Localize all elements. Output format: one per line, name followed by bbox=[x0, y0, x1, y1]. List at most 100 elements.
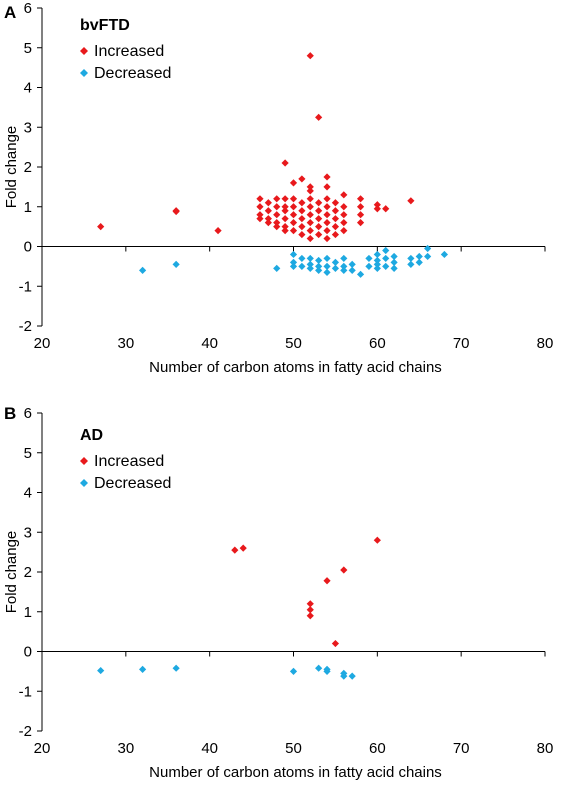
data-point bbox=[315, 664, 323, 672]
legend-entry: Increased bbox=[94, 453, 164, 470]
data-point bbox=[407, 254, 415, 263]
data-point bbox=[264, 207, 272, 215]
legend-marker bbox=[80, 457, 88, 465]
data-point bbox=[281, 227, 289, 235]
data-point bbox=[298, 223, 306, 231]
data-point bbox=[356, 211, 365, 219]
data-point bbox=[415, 252, 423, 261]
data-point bbox=[298, 199, 306, 207]
panel-b: -2 -1 0 1 2 3 4 5 6 20 30 40 50 60 70 80 Number of carbo… bbox=[3, 404, 553, 781]
data-point bbox=[298, 262, 306, 270]
x-tick-label: 70 bbox=[453, 335, 470, 352]
data-point bbox=[365, 254, 373, 263]
data-point bbox=[289, 258, 298, 266]
data-point bbox=[323, 268, 331, 276]
legend-marker bbox=[80, 479, 88, 487]
data-point bbox=[315, 262, 323, 270]
x-axis-label: Number of carbon atoms in fatty acid cha… bbox=[149, 359, 442, 376]
data-point bbox=[315, 207, 323, 215]
data-point bbox=[365, 262, 373, 270]
data-point bbox=[340, 566, 348, 574]
data-point bbox=[373, 250, 381, 259]
data-point bbox=[340, 191, 348, 199]
data-point bbox=[231, 546, 239, 554]
data-point bbox=[323, 211, 331, 219]
data-point bbox=[306, 264, 314, 272]
data-point bbox=[273, 195, 281, 203]
data-point bbox=[407, 197, 415, 205]
data-point bbox=[139, 266, 147, 274]
data-point bbox=[256, 211, 264, 219]
x-tick-label: 80 bbox=[537, 740, 554, 757]
x-axis-label: Number of carbon atoms in fatty acid cha… bbox=[149, 764, 442, 781]
data-point bbox=[340, 219, 348, 227]
data-point bbox=[323, 219, 331, 227]
data-point bbox=[373, 201, 381, 209]
legend-marker bbox=[80, 69, 88, 77]
data-point bbox=[382, 246, 390, 255]
panel-a: -2 -1 0 1 2 3 4 5 6 20 30 40 50 60 70 80 Number of carbo… bbox=[3, 0, 553, 376]
data-point bbox=[239, 544, 247, 552]
data-point bbox=[373, 260, 381, 268]
data-point bbox=[390, 258, 398, 266]
data-point bbox=[340, 227, 348, 235]
y-tick-label: -1 bbox=[19, 683, 32, 700]
data-point bbox=[340, 211, 348, 219]
y-tick-label: 6 bbox=[24, 405, 32, 422]
data-point bbox=[424, 252, 432, 261]
panel-title: AD bbox=[80, 427, 103, 444]
data-point bbox=[289, 195, 298, 203]
data-point bbox=[340, 262, 348, 270]
data-point bbox=[281, 215, 289, 223]
data-point bbox=[315, 215, 323, 223]
data-point bbox=[306, 183, 314, 191]
data-point bbox=[340, 254, 348, 263]
data-point bbox=[306, 187, 314, 195]
data-point bbox=[323, 667, 331, 675]
data-point bbox=[298, 207, 306, 215]
panel-title: bvFTD bbox=[80, 17, 130, 34]
x-tick-label: 80 bbox=[537, 335, 554, 352]
data-point bbox=[172, 207, 180, 216]
data-point bbox=[373, 536, 381, 544]
data-point bbox=[306, 195, 314, 203]
data-point bbox=[289, 211, 298, 219]
data-point bbox=[264, 219, 272, 227]
data-point bbox=[273, 219, 281, 227]
data-point bbox=[373, 256, 381, 265]
data-point bbox=[424, 244, 432, 253]
y-tick-label: 1 bbox=[24, 604, 32, 621]
data-point bbox=[315, 199, 323, 207]
data-point bbox=[264, 215, 272, 223]
y-tick-label: -1 bbox=[19, 278, 32, 295]
data-point bbox=[306, 203, 314, 211]
data-point bbox=[323, 183, 331, 191]
data-point bbox=[356, 219, 365, 227]
data-point bbox=[373, 264, 381, 272]
data-point bbox=[390, 252, 398, 261]
data-point bbox=[172, 664, 180, 672]
data-point bbox=[289, 250, 298, 259]
data-point bbox=[323, 577, 331, 585]
y-axis-label: Fold change bbox=[3, 531, 20, 614]
x-tick-label: 40 bbox=[201, 335, 218, 352]
data-point bbox=[331, 207, 340, 215]
data-point bbox=[256, 215, 264, 223]
legend-entry: Decreased bbox=[94, 475, 171, 492]
data-point bbox=[356, 203, 365, 211]
x-tick-label: 40 bbox=[201, 740, 218, 757]
data-point bbox=[315, 256, 323, 265]
data-point bbox=[256, 203, 264, 211]
data-point bbox=[298, 254, 306, 263]
data-point bbox=[356, 195, 365, 203]
data-point bbox=[281, 159, 289, 167]
data-point bbox=[289, 227, 298, 235]
data-point bbox=[390, 264, 398, 272]
data-point bbox=[289, 262, 298, 270]
data-point bbox=[273, 264, 281, 272]
y-tick-label: 1 bbox=[24, 199, 32, 216]
y-tick-label: 5 bbox=[24, 445, 32, 462]
data-point bbox=[306, 52, 314, 60]
data-point bbox=[382, 262, 390, 270]
